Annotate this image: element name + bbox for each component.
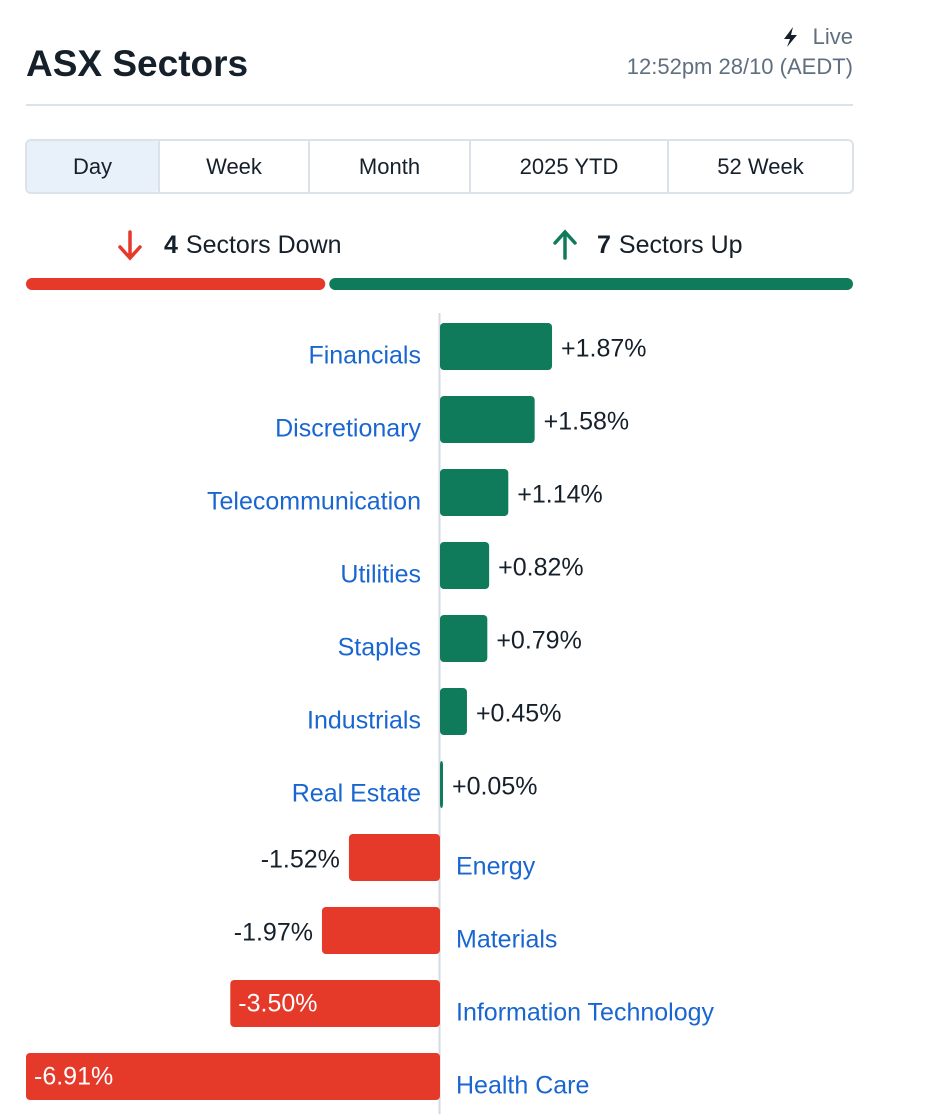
category-label[interactable]: Industrials <box>307 707 421 735</box>
value-label: +0.82% <box>498 554 584 582</box>
value-label: -1.52% <box>261 846 340 874</box>
timestamp: 12:52pm 28/10 (AEDT) <box>627 54 853 79</box>
category-label[interactable]: Materials <box>456 926 557 954</box>
value-label: +0.79% <box>496 627 582 655</box>
tab[interactable]: Day <box>73 154 112 179</box>
value-label: +0.45% <box>476 700 562 728</box>
category-label[interactable]: Staples <box>338 634 421 662</box>
category-label[interactable]: Energy <box>456 853 536 881</box>
bar <box>26 1053 440 1100</box>
down-count: 4 <box>164 231 178 259</box>
down-summary: 4 Sectors Down <box>164 231 342 259</box>
tab-frame <box>25 139 854 194</box>
tab[interactable]: 52 Week <box>717 154 804 179</box>
down-share-bar <box>26 278 326 290</box>
up-summary: 7 Sectors Up <box>597 231 743 259</box>
up-label: Sectors Up <box>619 231 743 259</box>
category-label[interactable]: Utilities <box>340 561 421 589</box>
value-label: +1.58% <box>544 408 630 436</box>
down-label: Sectors Down <box>186 231 342 259</box>
tab[interactable]: Month <box>359 154 420 179</box>
value-label: +1.87% <box>561 335 647 363</box>
up-count: 7 <box>597 231 611 259</box>
value-label: -1.97% <box>234 919 313 947</box>
bar <box>440 615 488 662</box>
up-share-bar <box>329 278 854 290</box>
bar <box>321 907 440 954</box>
bar <box>440 542 490 589</box>
bar <box>440 396 535 443</box>
bar <box>348 834 440 881</box>
bar <box>440 688 467 735</box>
value-label: +1.14% <box>517 481 603 509</box>
tab[interactable]: 2025 YTD <box>520 154 619 179</box>
up-arrow <box>553 229 577 260</box>
category-label[interactable]: Information Technology <box>456 999 715 1027</box>
bar <box>440 761 443 808</box>
bar <box>440 323 553 370</box>
category-label[interactable]: Real Estate <box>292 780 421 808</box>
tab[interactable]: Week <box>206 154 263 179</box>
value-label: +0.05% <box>452 773 538 801</box>
value-label: -6.91% <box>34 1063 113 1091</box>
live-label: Live <box>813 24 853 49</box>
category-label[interactable]: Discretionary <box>275 415 421 443</box>
category-label[interactable]: Health Care <box>456 1072 589 1100</box>
widget-title: ASX Sectors <box>26 43 248 84</box>
down-arrow <box>118 230 142 261</box>
bar <box>230 980 440 1027</box>
bar <box>440 469 509 516</box>
tab-bar: Day Week Month 2025 YTD 52 Week <box>25 139 854 194</box>
category-label[interactable]: Telecommunication <box>207 488 421 516</box>
live-icon <box>784 27 797 47</box>
tab-selected-bg <box>27 141 159 192</box>
value-label: -3.50% <box>238 990 317 1018</box>
category-label[interactable]: Financials <box>308 342 421 370</box>
